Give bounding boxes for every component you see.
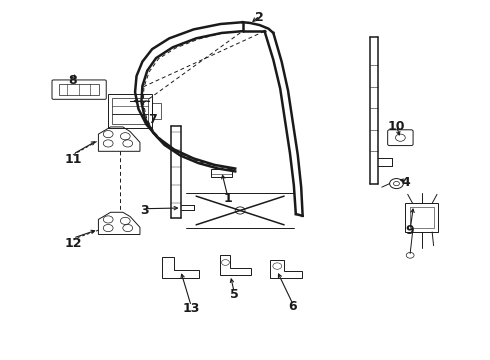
Bar bbox=[211, 169, 232, 177]
Text: 13: 13 bbox=[183, 302, 200, 315]
Text: 12: 12 bbox=[64, 237, 82, 250]
Text: 11: 11 bbox=[64, 153, 82, 166]
Text: 6: 6 bbox=[289, 300, 297, 313]
Bar bbox=[410, 207, 434, 228]
Text: 4: 4 bbox=[402, 176, 411, 189]
Text: 5: 5 bbox=[230, 288, 239, 301]
Bar bbox=[108, 94, 152, 128]
Text: 7: 7 bbox=[148, 113, 156, 126]
Text: 10: 10 bbox=[388, 121, 405, 134]
Text: 1: 1 bbox=[223, 192, 232, 205]
Bar bbox=[112, 114, 148, 125]
Bar bbox=[152, 103, 161, 119]
Text: 9: 9 bbox=[406, 224, 415, 238]
Bar bbox=[59, 84, 99, 95]
Text: 3: 3 bbox=[141, 204, 149, 217]
Bar bbox=[405, 203, 439, 232]
Text: 2: 2 bbox=[255, 12, 264, 24]
Bar bbox=[112, 98, 148, 114]
Text: 8: 8 bbox=[69, 74, 77, 87]
